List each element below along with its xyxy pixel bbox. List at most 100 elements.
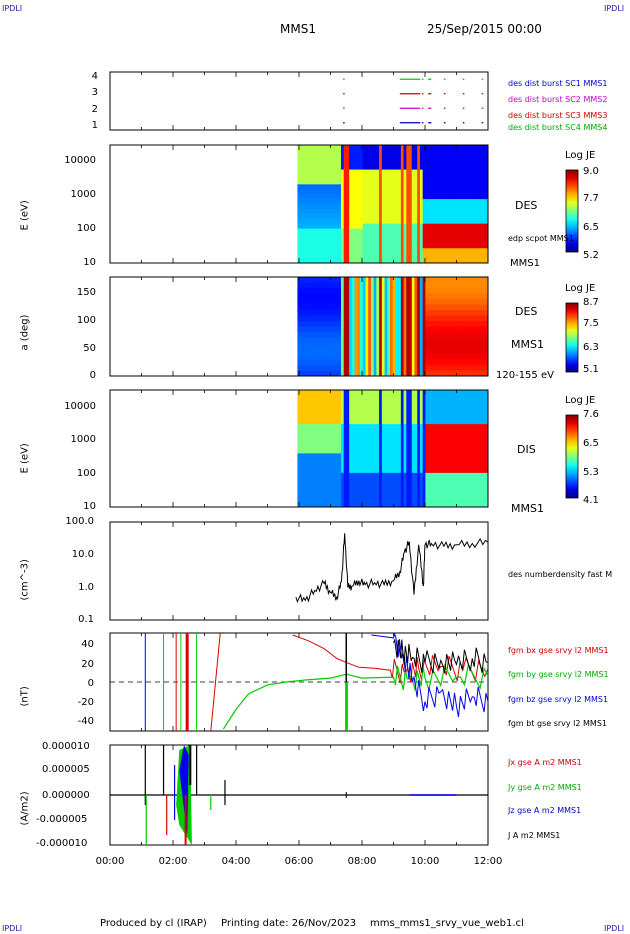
des-energy-cell [373,213,377,220]
dis-energy-cell [392,468,396,474]
des-pa-cell [485,337,489,344]
dis-energy-cell [474,502,478,508]
des-energy-cell [409,248,413,254]
des-energy-cell [482,184,486,190]
des-pa-cell [430,282,434,289]
dis-energy-cell [330,404,334,410]
des-energy-cell [477,164,481,170]
des-energy-cell [335,169,339,175]
des-energy-cell [411,228,415,234]
dis-energy-cell [474,429,478,435]
des-pa-cell [327,348,331,355]
dis-energy-cell [479,487,483,493]
des-pa-cell [362,365,366,371]
des-energy-cell [398,248,402,254]
des-energy-cell [316,228,320,234]
des-energy-cell [395,248,399,254]
dis-energy-cell [477,414,481,420]
dis-energy-cell [414,448,418,454]
dis-energy-cell [436,433,440,440]
dis-energy-cell [324,409,328,415]
des-pa-cell [449,348,453,355]
dis-energy-cell [319,448,323,454]
des-pa-cell [398,293,402,300]
des-pa-cell [392,354,396,360]
dis-energy-cell [425,502,429,508]
dis-energy-cell [466,463,470,469]
des-energy-cell [419,204,424,210]
dis-energy-cell [482,472,486,479]
dis-energy-cell [313,429,317,435]
des-pa-cell [351,304,355,311]
des-pa-cell [441,348,445,355]
des-pa-cell [414,337,418,344]
dis-energy-cell [305,497,309,503]
des-energy-cell [444,233,448,239]
dis-energy-cell [422,468,426,474]
des-energy-cell [343,238,347,244]
des-energy-cell [455,194,459,200]
des-energy-cell [311,204,315,210]
des-energy-cell [414,258,418,264]
des-energy-cell [433,233,437,239]
dis-energy-cell [441,394,445,401]
des-energy-cell [349,169,353,175]
des-energy-cell [447,238,451,244]
des-pa-cell [297,293,301,300]
des-pa-cell [409,321,413,327]
des-pa-cell [327,310,331,316]
dis-energy-cell [365,463,369,469]
des-pa-cell [346,359,350,366]
des-energy-cell [365,253,369,259]
des-pa-cell [414,315,418,322]
dis-energy-cell [343,497,347,503]
dis-energy-cell [471,477,475,484]
des-pa-cell [324,288,328,294]
ytick: -0.000010 [36,838,88,849]
dis-energy-cell [376,472,380,479]
dis-energy-cell [474,448,478,454]
des-energy-cell [387,149,391,156]
des-energy-cell [376,184,380,190]
dis-energy-cell [302,409,306,415]
des-energy-cell [439,223,443,229]
dis-energy-cell [297,448,301,454]
dis-energy-cell [392,414,396,420]
dis-energy-cell [414,424,418,430]
dis-energy-cell [455,399,459,406]
dis-energy-cell [330,487,334,493]
des-energy-cell [425,199,429,205]
dis-energy-cell [387,433,391,440]
des-energy-cell [338,164,342,170]
des-pa-cell [471,321,475,327]
dis-energy-cell [365,468,369,474]
dis-energy-cell [455,433,459,440]
dis-energy-cell [433,394,437,401]
des-pa-cell [384,299,388,305]
des-energy-cell [346,199,350,205]
dis-energy-cell [419,497,424,503]
des-energy-cell [335,228,339,234]
des-pa-cell [441,293,445,300]
dis-energy-cell [460,394,464,401]
des-energy-cell [409,184,413,190]
des-energy-cell [452,184,456,190]
des-pa-cell [324,321,328,327]
des-energy-cell [468,179,473,185]
des-energy-cell [400,169,404,175]
dis-energy-cell [321,502,326,508]
des-energy-cell [335,174,339,180]
des-energy-cell [477,199,481,205]
des-energy-cell [392,149,396,156]
des-energy-cell [436,204,440,210]
des-energy-cell [324,223,328,229]
des-energy-cell [302,204,306,210]
des-energy-cell [354,199,358,205]
des-energy-cell [436,253,440,259]
dis-energy-cell [441,482,445,488]
des-pa-cell [425,315,429,322]
des-energy-cell [308,258,312,264]
dis-energy-cell [455,448,459,454]
des-energy-cell [338,258,342,264]
des-energy-cell [362,233,366,239]
